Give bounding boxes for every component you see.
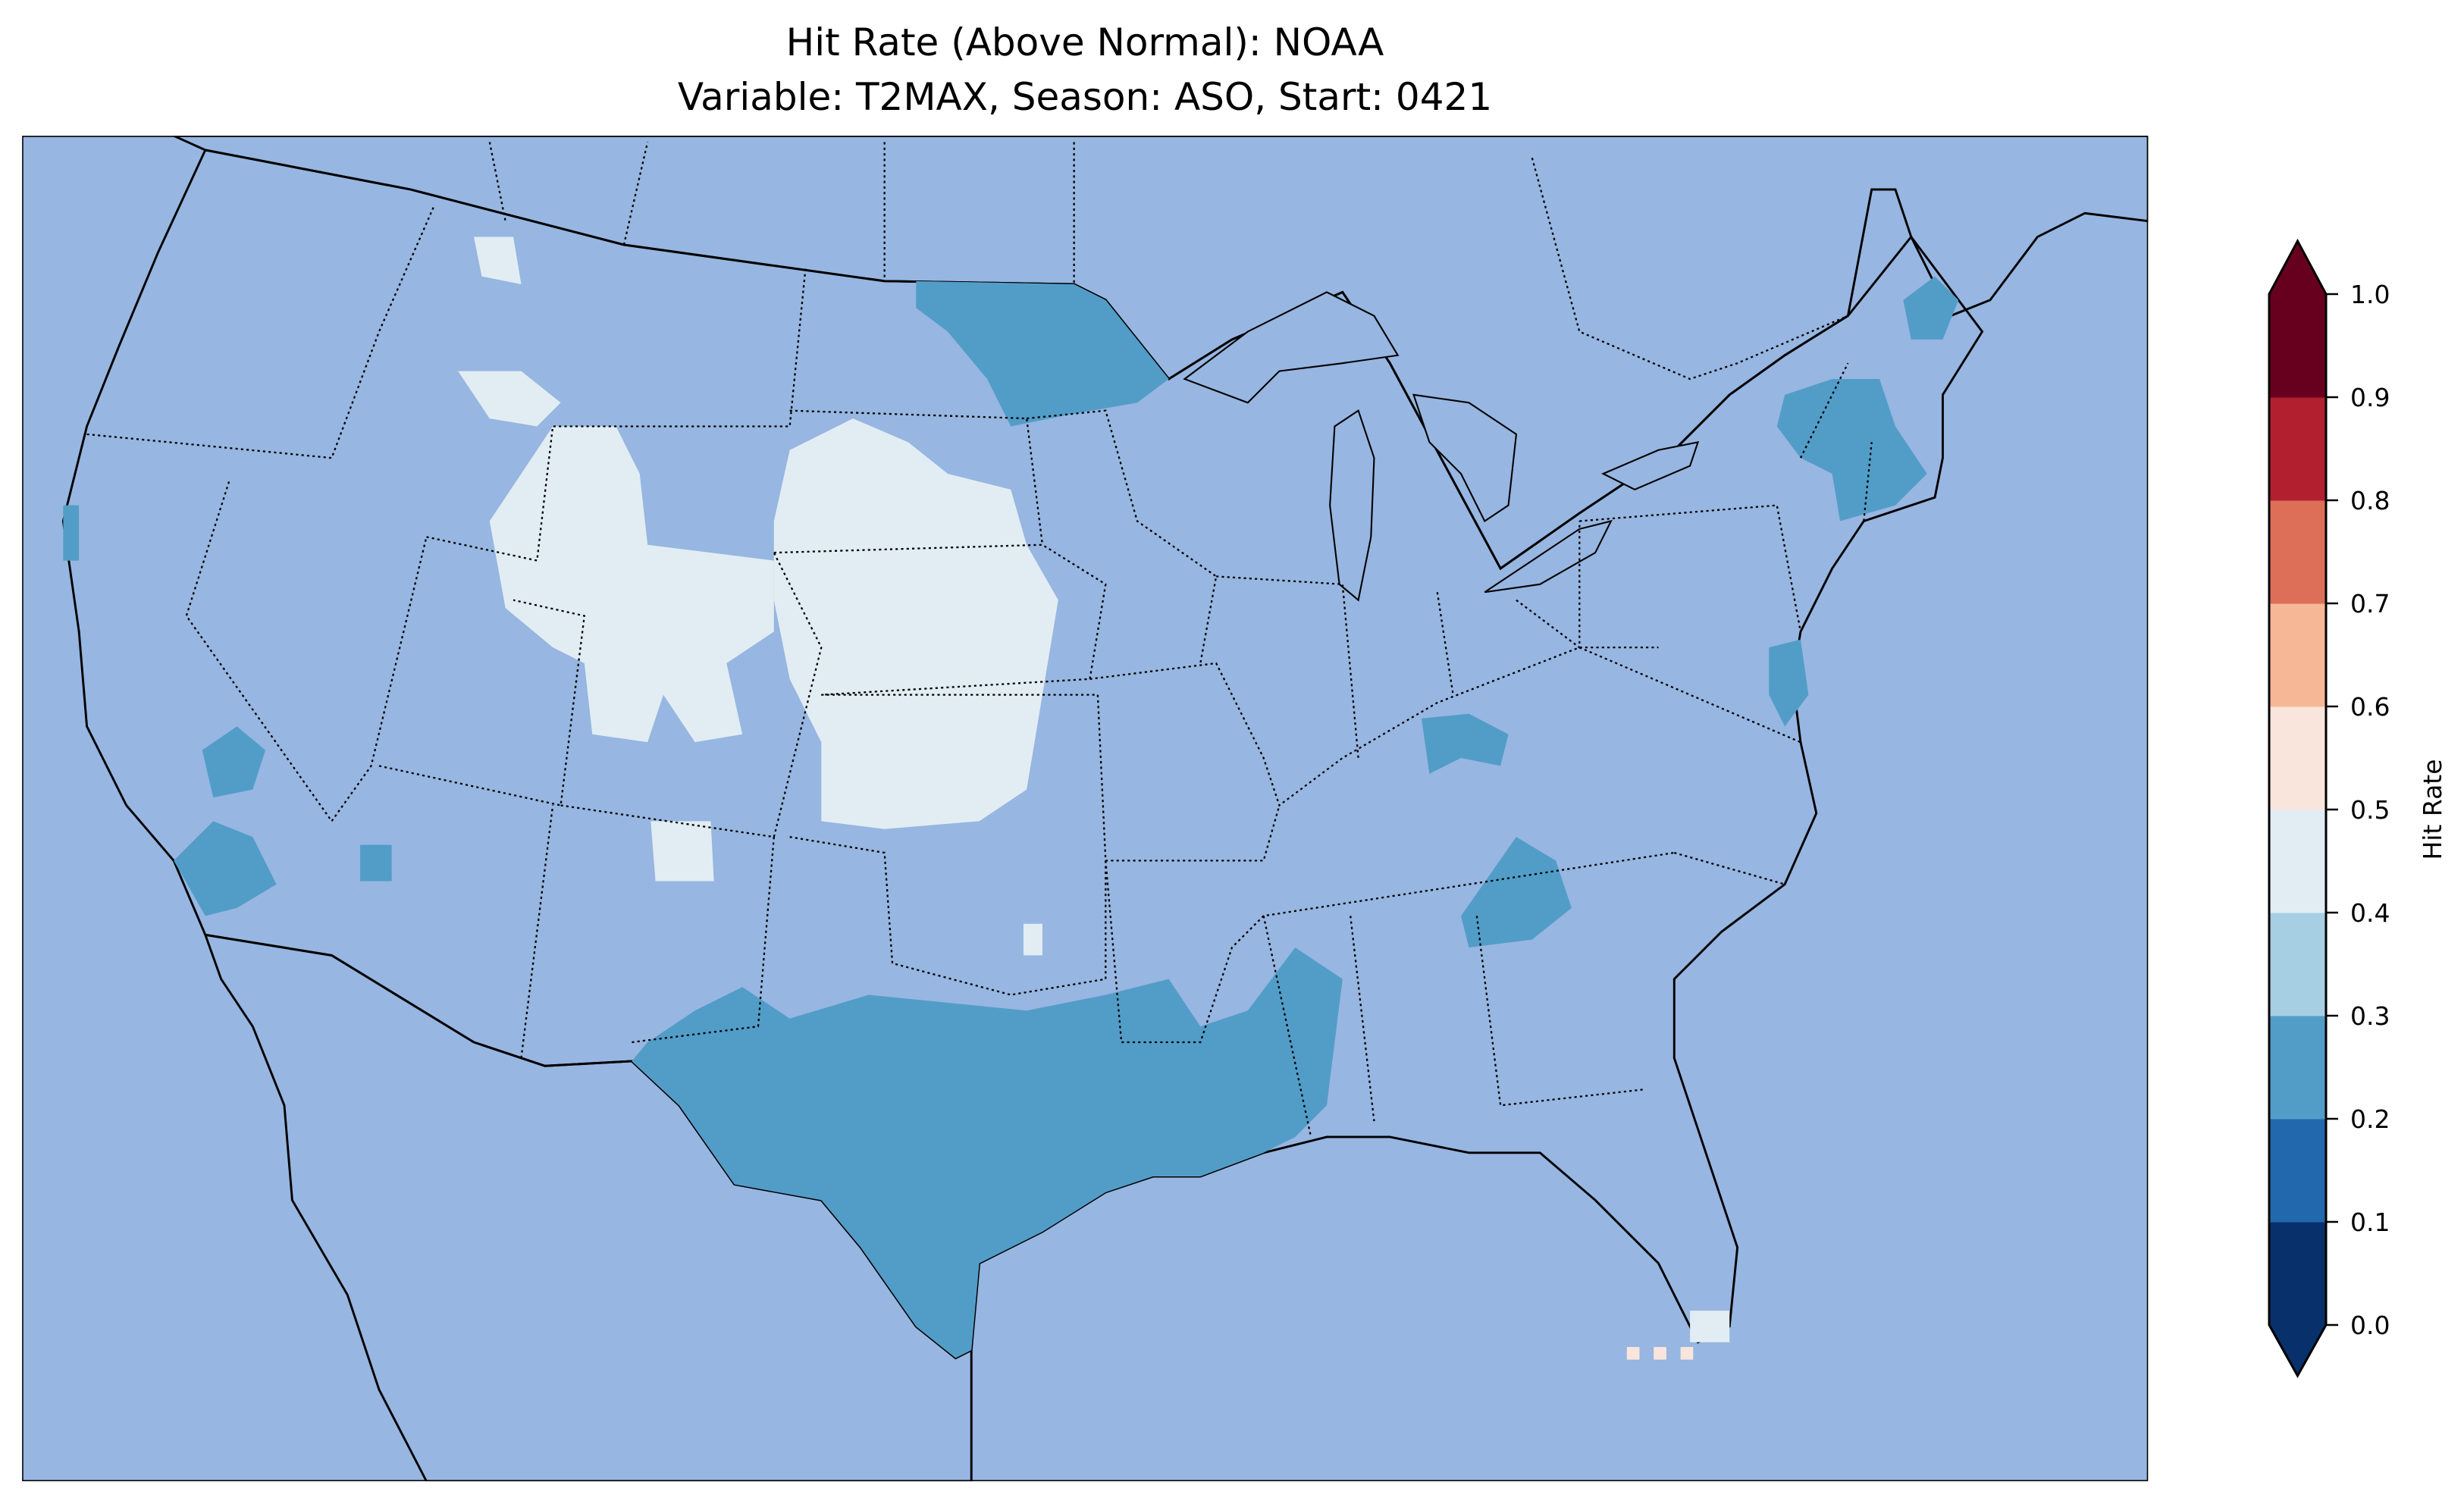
colorbar-segment [2269,1222,2326,1326]
colorbar-segment [2269,706,2326,810]
baja-gulf [284,987,414,1342]
lake-michigan [1329,409,1375,602]
region-arizona-patch [359,844,392,882]
region-florida-tip [1690,1311,1730,1342]
region-utah-patch [650,821,714,882]
region-new-england [1776,378,1927,521]
colorbar-tick-label: 0.1 [2350,1207,2390,1237]
lake-superior [1183,291,1400,404]
region-oklahoma-patch [1023,923,1042,956]
lake-huron [1412,393,1518,523]
colorbar-tick-label: 0.7 [2350,589,2390,619]
map-axes [22,136,2149,1482]
region-maine [1903,276,1959,340]
great-lakes [1183,291,1700,602]
region-delmarva [1769,639,1809,727]
region-minnesota [916,280,1169,427]
colorbar: 0.0 0.1 0.2 0.3 0.4 0.5 0.6 0.7 0.8 0.9 1.0 [2268,238,2390,1379]
region-oregon-coast [63,505,80,561]
colorbar-extend-max [2269,241,2326,294]
colorbar-segment [2269,397,2326,501]
colorbar-label: Hit Rate [2418,759,2447,860]
hit-rate-0.4-0.5-regions [458,236,1730,1342]
colorbar-tick-label: 0.4 [2350,898,2390,928]
hit-rate-0.2-0.3-regions [63,276,1959,1358]
region-tennessee-carolina [1461,837,1572,947]
colorbar-extend-min [2269,1325,2326,1376]
region-kentucky [1421,713,1509,774]
colorbar-tick-label: 0.3 [2350,1001,2390,1031]
colorbar-tick-label: 0.8 [2350,486,2390,515]
region-socal [174,821,277,916]
state-boundaries [86,142,1873,1138]
region-texas-gulf [632,947,1343,1358]
colorbar-segment [2269,810,2326,913]
region-wyoming-colorado [489,426,774,743]
colorbar-tick-label: 1.0 [2350,280,2390,309]
map-subtitle: Variable: T2MAX, Season: ASO, Start: 042… [678,75,1492,119]
region-central-cal [202,726,265,798]
colorbar-segment [2269,603,2326,707]
colorbar-segment [2269,913,2326,1016]
lake-erie [1484,519,1613,594]
map-title: Hit Rate (Above Normal): NOAA [786,20,1384,64]
hit-rate-0.5-0.6-cells [1626,1347,1694,1360]
colorbar-segment [2269,500,2326,604]
region-nebraska-kansas [773,418,1058,829]
colorbar-segment [2269,1016,2326,1120]
colorbar-tick-label: 0.0 [2350,1311,2390,1340]
colorbar-tick-label: 0.5 [2350,795,2390,825]
region-idaho-north [473,236,522,284]
region-idaho-montana [458,371,561,427]
colorbar-tick-label: 0.9 [2350,383,2390,412]
colorbar-segment [2269,1119,2326,1223]
colorbar-tick-label: 0.6 [2350,692,2390,722]
colorbar-segment [2269,294,2326,398]
colorbar-tick-label: 0.2 [2350,1104,2390,1134]
lake-ontario [1601,440,1700,490]
